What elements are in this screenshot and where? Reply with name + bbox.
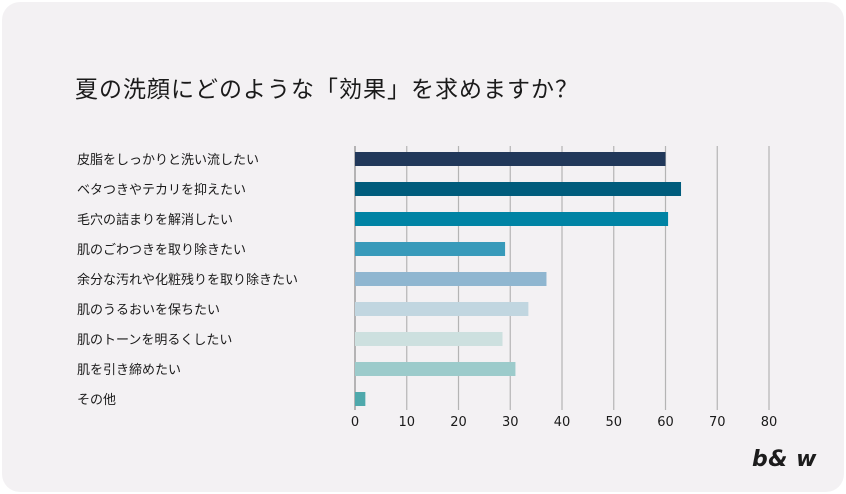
category-label: ベタつきやテカリを抑えたい <box>77 183 246 198</box>
x-tick-label: 40 <box>554 415 571 430</box>
x-tick-label: 60 <box>657 415 674 430</box>
category-label: 肌を引き締めたい <box>77 362 181 378</box>
x-tick-label: 30 <box>502 415 519 430</box>
category-label: 皮脂をしっかりと洗い流したい <box>77 153 259 168</box>
x-tick-label: 50 <box>605 415 622 430</box>
bar <box>355 302 529 316</box>
chart-title: 夏の洗顔にどのような「効果」を求めますか？ <box>75 77 579 103</box>
bar <box>355 392 366 406</box>
category-label: 肌のごわつきを取り除きたい <box>77 242 246 258</box>
bar <box>355 212 669 226</box>
category-label: 余分な汚れや化粧残りを取り除きたい <box>77 272 298 288</box>
x-tick-label: 20 <box>450 415 467 430</box>
bar <box>355 182 682 196</box>
category-label: その他 <box>77 393 116 408</box>
bar <box>355 272 547 286</box>
bar <box>355 152 666 166</box>
category-label: 肌のうるおいを保ちたい <box>77 303 220 318</box>
bar <box>355 362 516 376</box>
bar <box>355 332 503 346</box>
x-tick-label: 0 <box>351 415 359 430</box>
x-tick-label: 80 <box>761 415 778 430</box>
bar <box>355 242 506 256</box>
brand-logo: b& w <box>752 447 817 472</box>
category-label: 肌のトーンを明るくしたい <box>77 333 232 348</box>
x-tick-label: 10 <box>398 415 415 430</box>
category-label: 毛穴の詰まりを解消したい <box>77 212 233 228</box>
x-tick-label: 70 <box>709 415 726 430</box>
